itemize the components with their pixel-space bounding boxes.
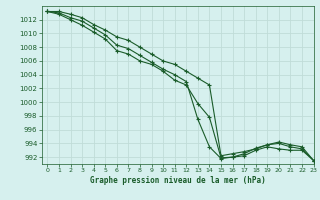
X-axis label: Graphe pression niveau de la mer (hPa): Graphe pression niveau de la mer (hPa): [90, 176, 266, 185]
